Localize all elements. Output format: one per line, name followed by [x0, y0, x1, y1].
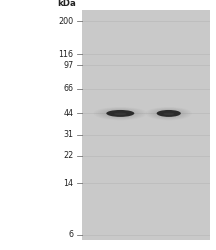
Text: 14: 14 — [64, 178, 73, 188]
Ellipse shape — [149, 108, 188, 119]
Text: 97: 97 — [63, 61, 73, 70]
Text: 66: 66 — [64, 84, 73, 93]
Ellipse shape — [98, 108, 143, 119]
Ellipse shape — [104, 110, 137, 118]
Ellipse shape — [96, 108, 145, 120]
Ellipse shape — [163, 113, 174, 115]
Text: 22: 22 — [63, 151, 73, 160]
Ellipse shape — [153, 109, 184, 118]
Text: kDa: kDa — [57, 0, 76, 8]
Text: 31: 31 — [64, 130, 73, 139]
Ellipse shape — [146, 107, 192, 120]
Ellipse shape — [106, 110, 134, 117]
Ellipse shape — [155, 110, 183, 118]
Ellipse shape — [94, 107, 147, 120]
Text: 200: 200 — [58, 16, 73, 26]
Text: 6: 6 — [68, 230, 73, 239]
Ellipse shape — [100, 108, 141, 118]
Ellipse shape — [102, 109, 138, 118]
Text: 116: 116 — [59, 50, 73, 59]
Text: 44: 44 — [64, 109, 73, 118]
Ellipse shape — [114, 113, 127, 115]
Ellipse shape — [157, 110, 181, 117]
Ellipse shape — [148, 108, 190, 120]
Ellipse shape — [151, 108, 186, 118]
